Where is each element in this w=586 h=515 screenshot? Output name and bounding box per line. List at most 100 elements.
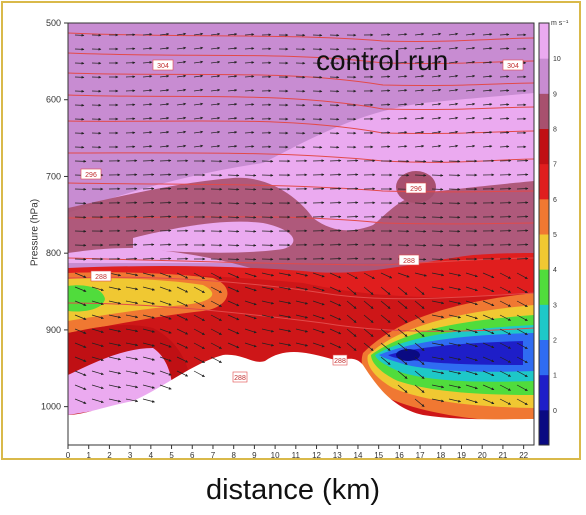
wind-arrow <box>278 314 292 319</box>
wind-arrow <box>159 272 172 278</box>
wind-arrow <box>397 272 410 278</box>
wind-arrow <box>431 356 445 361</box>
wind-arrow <box>142 117 153 120</box>
wind-arrow <box>176 60 187 64</box>
wind-arrow <box>465 144 476 148</box>
wind-arrow <box>295 314 309 319</box>
wind-arrow <box>431 257 444 261</box>
wind-arrow <box>210 144 221 148</box>
wind-arrow <box>431 286 445 291</box>
wind-arrow <box>278 300 292 305</box>
wind-arrow <box>227 328 240 335</box>
wind-arrow <box>159 102 170 106</box>
wind-arrow <box>210 32 221 36</box>
wind-arrow <box>431 314 445 319</box>
region-left-green <box>68 285 105 312</box>
colorbar-swatch <box>539 339 549 376</box>
wind-arrow <box>125 286 139 291</box>
wind-arrow <box>516 370 528 378</box>
colorbar-tick-label: 5 <box>553 232 557 239</box>
wind-arrow <box>329 257 342 261</box>
y-tick-label: 500 <box>46 18 61 28</box>
wind-arrow <box>465 46 476 50</box>
wind-arrow <box>346 229 359 233</box>
wind-arrow <box>380 286 391 295</box>
isentrope-label: 288 <box>403 258 415 265</box>
wind-arrow <box>499 103 510 106</box>
wind-arrow <box>91 300 104 306</box>
wind-arrow <box>261 300 275 305</box>
wind-arrow <box>176 32 187 36</box>
wind-arrow <box>363 314 374 323</box>
wind-arrow <box>499 314 512 321</box>
wind-arrow <box>142 201 155 205</box>
wind-arrow <box>312 286 325 292</box>
wind-arrow <box>91 398 104 404</box>
wind-arrow <box>142 342 155 347</box>
wind-arrow <box>329 314 342 321</box>
region-right-darkblue <box>388 341 523 365</box>
colorbar-tick-label: 1 <box>553 373 557 380</box>
wind-arrow <box>414 314 425 323</box>
wind-arrow <box>397 145 408 148</box>
wind-arrow <box>125 300 139 305</box>
wind-arrow <box>482 272 495 279</box>
wind-arrow <box>397 384 408 393</box>
wind-arrow <box>91 342 104 348</box>
wind-arrow <box>74 286 87 292</box>
x-tick-label: 17 <box>416 451 425 460</box>
wind-arrow <box>380 103 391 107</box>
wind-arrow <box>176 328 189 335</box>
x-axis: 0 1 2 3 4 5 6 7 8 9 10 11 12 13 14 15 16 17 18 19 20 21 22 <box>66 445 529 460</box>
x-tick-label: 14 <box>354 451 363 460</box>
wind-arrow <box>482 398 495 405</box>
x-tick-label: 22 <box>519 451 528 460</box>
wind-arrow <box>380 33 391 37</box>
wind-arrow <box>482 116 493 120</box>
wind-arrow <box>108 356 122 361</box>
wind-arrow <box>414 116 425 120</box>
wind-arrow <box>448 356 462 361</box>
wind-arrow <box>414 130 425 134</box>
wind-vectors <box>74 32 529 407</box>
wind-arrow <box>414 342 425 351</box>
wind-arrow <box>125 272 139 277</box>
wind-arrow <box>193 314 205 322</box>
colorbar-tick-label: 7 <box>553 162 557 169</box>
wind-arrow <box>499 117 510 120</box>
wind-arrow <box>278 272 292 277</box>
wind-arrow <box>142 257 155 261</box>
wind-arrow <box>363 286 374 295</box>
wind-arrow <box>499 75 510 78</box>
wind-arrow <box>176 272 189 279</box>
wind-arrow <box>142 356 155 361</box>
wind-arrow <box>465 370 478 376</box>
wind-arrow <box>431 102 442 106</box>
wind-arrow <box>346 187 359 191</box>
wind-arrow <box>142 384 155 389</box>
wind-arrow <box>278 328 292 333</box>
wind-arrow <box>397 286 408 295</box>
region-light-inset <box>133 221 294 253</box>
wind-arrow <box>499 384 512 391</box>
wind-arrow <box>227 257 240 261</box>
wind-arrow <box>380 300 391 309</box>
wind-arrow <box>346 314 357 323</box>
wind-arrow <box>159 370 172 376</box>
wind-arrow <box>159 314 172 320</box>
wind-arrow <box>363 328 374 337</box>
wind-arrow <box>227 286 240 293</box>
x-tick-label: 16 <box>395 451 404 460</box>
wind-arrow <box>142 61 153 64</box>
wind-arrow <box>414 32 425 36</box>
wind-arrow <box>397 300 408 309</box>
wind-arrow <box>91 356 104 362</box>
wind-arrow <box>142 300 155 305</box>
wind-arrow <box>482 384 495 391</box>
wind-arrow <box>193 116 204 120</box>
wind-arrow <box>159 130 170 134</box>
wind-arrow <box>482 328 495 335</box>
wind-arrow <box>380 131 391 135</box>
heatmap-field <box>68 23 534 445</box>
